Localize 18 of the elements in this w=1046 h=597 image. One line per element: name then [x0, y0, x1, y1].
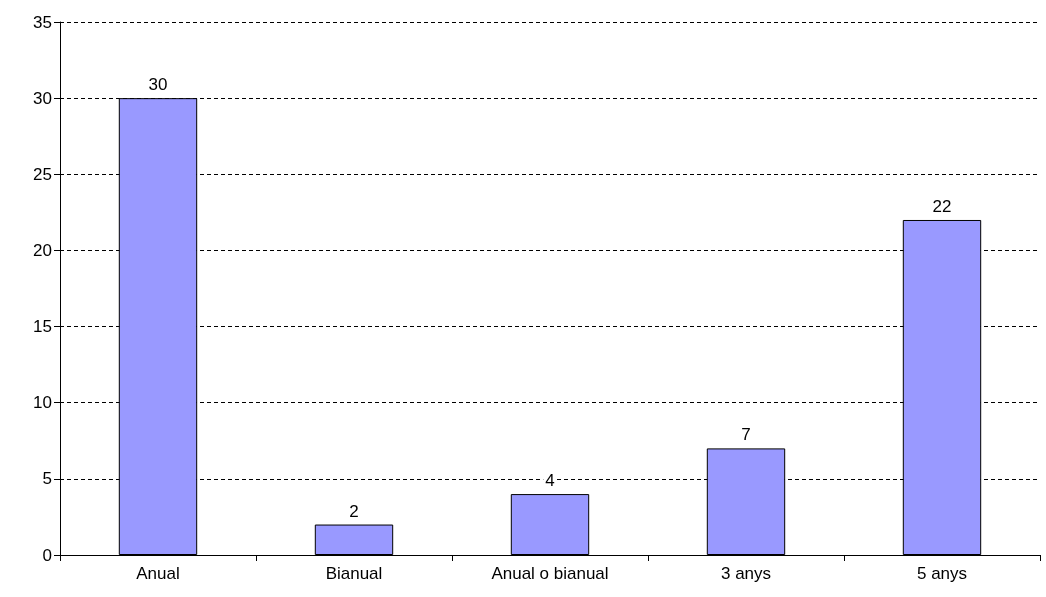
x-tick-label: Anual — [136, 564, 180, 583]
data-label: 2 — [349, 501, 359, 521]
y-tick-label: 35 — [33, 12, 52, 32]
y-tick-label: 20 — [33, 240, 52, 260]
y-tick-label: 30 — [33, 88, 52, 108]
data-label: 30 — [148, 75, 168, 95]
y-tick-label: 5 — [42, 469, 52, 489]
y-tick-label: 10 — [33, 393, 52, 413]
y-tick-label: 15 — [33, 317, 52, 337]
x-tick-label: 3 anys — [720, 564, 772, 583]
x-tick-label: Bianual — [325, 564, 383, 583]
y-tick-label: 0 — [42, 545, 52, 565]
data-label: 7 — [741, 425, 751, 445]
x-tick-label: 5 anys — [916, 564, 968, 583]
y-tick-label: 25 — [33, 164, 52, 184]
x-tick-label: Anual o bianual — [491, 564, 609, 583]
data-label: 22 — [932, 196, 952, 216]
data-label: 4 — [545, 471, 555, 491]
